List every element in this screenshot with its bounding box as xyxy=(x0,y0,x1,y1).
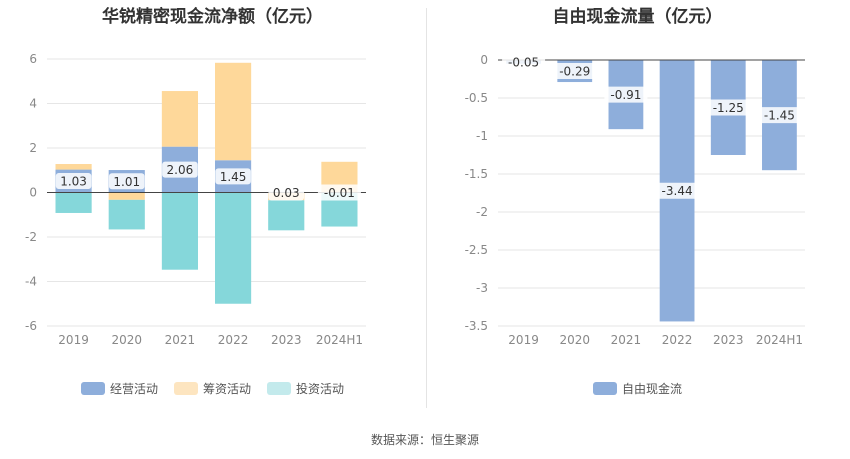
data-label-bg xyxy=(268,184,305,201)
data-label-bg xyxy=(655,182,699,199)
y-tick-label: -2 xyxy=(25,230,37,244)
data-label: 1.03 xyxy=(60,175,87,189)
right-chart-svg: 0 -0.5 -1 -1.5 -2 -2.5 -3 -3.5 2019 2020 2021 2022 2… xyxy=(465,53,805,347)
legend-label: 经营活动 xyxy=(109,382,158,396)
legend-label: 投资活动 xyxy=(296,382,345,396)
y-tick-label: 6 xyxy=(29,52,37,66)
bar xyxy=(55,192,92,213)
y-tick-label: 2 xyxy=(29,141,37,155)
y-tick-label: -1 xyxy=(476,129,488,143)
left-chart-legend: 经营活动 筹资活动 投资活动 xyxy=(0,380,425,398)
y-tick-label: 0 xyxy=(29,186,37,200)
legend-swatch xyxy=(80,382,105,395)
bar xyxy=(108,192,145,200)
x-tick-label: 2021 xyxy=(165,333,196,347)
legend-label: 筹资活动 xyxy=(202,382,251,396)
y-tick-label: -4 xyxy=(25,275,37,289)
bar xyxy=(161,91,198,147)
x-tick-label: 2021 xyxy=(611,333,642,347)
y-tick-label: -0.5 xyxy=(465,91,488,105)
legend-item[interactable]: 筹资活动 xyxy=(173,380,251,397)
x-tick-label: 2020 xyxy=(111,333,142,347)
data-label-bg xyxy=(604,86,648,103)
legend-label: 自由现金流 xyxy=(621,382,682,396)
legend-swatch xyxy=(173,382,198,395)
bar xyxy=(268,200,305,231)
data-label-bg xyxy=(706,99,750,116)
data-label: 2.06 xyxy=(167,163,194,177)
data-label: -1.45 xyxy=(764,109,795,123)
panel-divider xyxy=(426,8,427,408)
data-source-note: 数据来源：恒生聚源 xyxy=(370,433,479,447)
data-label: 0.03 xyxy=(273,186,300,200)
data-label-bg xyxy=(553,63,597,80)
y-tick-label: -2 xyxy=(476,205,488,219)
bar xyxy=(161,192,198,270)
left-chart-panel: 华锐精密现金流净额（亿元） -6 -4 -2 0 2 4 6 2019 2020 2021 2022… xyxy=(0,0,425,410)
bar xyxy=(108,199,145,230)
x-tick-label: 2019 xyxy=(58,333,89,347)
x-tick-label: 2023 xyxy=(713,333,744,347)
y-tick-label: -3.5 xyxy=(465,319,488,333)
data-label: -0.91 xyxy=(610,88,641,102)
bar xyxy=(215,62,252,161)
y-tick-label: 4 xyxy=(29,97,37,111)
x-tick-label: 2023 xyxy=(271,333,302,347)
y-tick-label: 0 xyxy=(480,53,488,67)
left-chart-svg: -6 -4 -2 0 2 4 6 2019 2020 2021 2022 2023 2024H1 1.03… xyxy=(25,52,366,347)
data-label: 1.45 xyxy=(220,170,247,184)
legend-item[interactable]: 经营活动 xyxy=(80,380,158,397)
x-tick-label: 2020 xyxy=(559,333,590,347)
data-label-bg xyxy=(757,107,801,124)
left-chart-title: 华锐精密现金流净额（亿元） xyxy=(102,7,323,27)
data-label: -3.44 xyxy=(662,184,693,198)
legend-item[interactable]: 投资活动 xyxy=(267,380,344,397)
bar xyxy=(215,192,252,304)
y-tick-label: -3 xyxy=(476,281,488,295)
data-label-bg xyxy=(502,54,546,70)
y-tick-label: -1.5 xyxy=(465,167,488,181)
x-tick-label: 2022 xyxy=(218,333,249,347)
data-label: -0.01 xyxy=(324,186,355,200)
x-tick-label: 2024H1 xyxy=(756,333,803,347)
y-tick-label: -6 xyxy=(25,319,37,333)
right-chart-title: 自由现金流量（亿元） xyxy=(552,7,723,27)
data-label: -0.05 xyxy=(508,56,539,70)
x-tick-label: 2022 xyxy=(662,333,693,347)
data-label-bg xyxy=(317,184,361,201)
data-label-bg xyxy=(215,168,251,185)
legend-swatch xyxy=(267,382,291,395)
data-label: -1.25 xyxy=(713,101,744,115)
data-label-bg xyxy=(108,173,145,190)
right-chart-panel: 自由现金流量（亿元） 0 -0.5 -1 -1.5 -2 -2.5 -3 -3.5 2019 20… xyxy=(425,0,850,410)
bar xyxy=(55,164,92,170)
data-label: 1.01 xyxy=(113,175,140,189)
legend-swatch xyxy=(592,382,617,395)
x-tick-label: 2024H1 xyxy=(316,333,363,347)
y-tick-label: -2.5 xyxy=(465,243,488,257)
data-label-bg xyxy=(162,161,198,178)
data-label: -0.29 xyxy=(559,65,590,79)
data-label-bg xyxy=(55,173,92,190)
right-chart-legend: 自由现金流 xyxy=(425,380,850,398)
legend-item[interactable]: 自由现金流 xyxy=(592,380,682,397)
x-tick-label: 2019 xyxy=(508,333,539,347)
